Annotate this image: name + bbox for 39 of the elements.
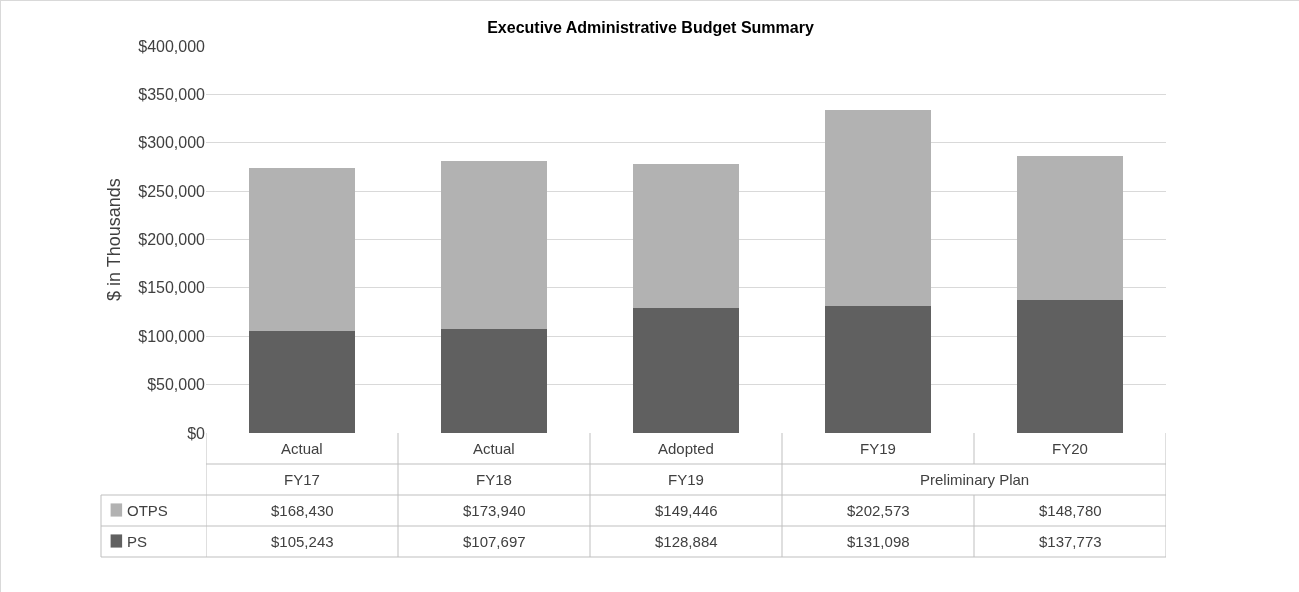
bar: [249, 168, 355, 332]
legend-label: OTPS: [127, 502, 168, 519]
bar: [633, 308, 739, 433]
x-tick-label: FY20: [1052, 440, 1088, 457]
y-tick-label: $400,000: [138, 37, 206, 55]
data-label: $173,940: [463, 502, 526, 519]
y-tick-label: $300,000: [138, 134, 206, 152]
bar: [441, 328, 547, 433]
bar: [441, 160, 547, 329]
x-tick-label: Adopted FY19: [658, 440, 714, 488]
y-tick-label: $150,000: [138, 279, 206, 297]
y-axis-title: $ in Thousands: [104, 178, 125, 301]
y-tick-label: $0: [187, 424, 206, 442]
data-label: $149,446: [655, 502, 718, 519]
bar: [633, 163, 739, 309]
data-label: $137,773: [1039, 533, 1102, 550]
data-label: $128,884: [655, 533, 718, 550]
data-label: $168,430: [271, 502, 334, 519]
legend-label: PS: [127, 533, 148, 550]
chart-title: Executive Administrative Budget Summary: [487, 19, 814, 37]
bar: [825, 306, 931, 433]
data-label: $107,697: [463, 533, 526, 550]
y-tick-label: $250,000: [138, 182, 206, 200]
x-tick-label: FY19: [860, 440, 896, 457]
bar: [1017, 155, 1123, 300]
bar: [1017, 299, 1123, 433]
x-tick-label: Actual FY17: [281, 440, 323, 488]
bar: [825, 110, 931, 307]
bar: [249, 331, 355, 433]
y-tick-label: $100,000: [138, 327, 206, 345]
y-tick-label: $350,000: [138, 85, 206, 103]
text: Preliminary Plan: [920, 471, 1030, 488]
data-label: $131,098: [847, 533, 910, 550]
data-label: $105,243: [271, 533, 334, 550]
data-label: $148,780: [1039, 502, 1102, 519]
y-tick-label: $50,000: [147, 376, 206, 394]
y-tick-label: $200,000: [138, 231, 206, 249]
data-label: $202,573: [847, 502, 910, 519]
x-tick-label: Actual FY18: [473, 440, 515, 488]
